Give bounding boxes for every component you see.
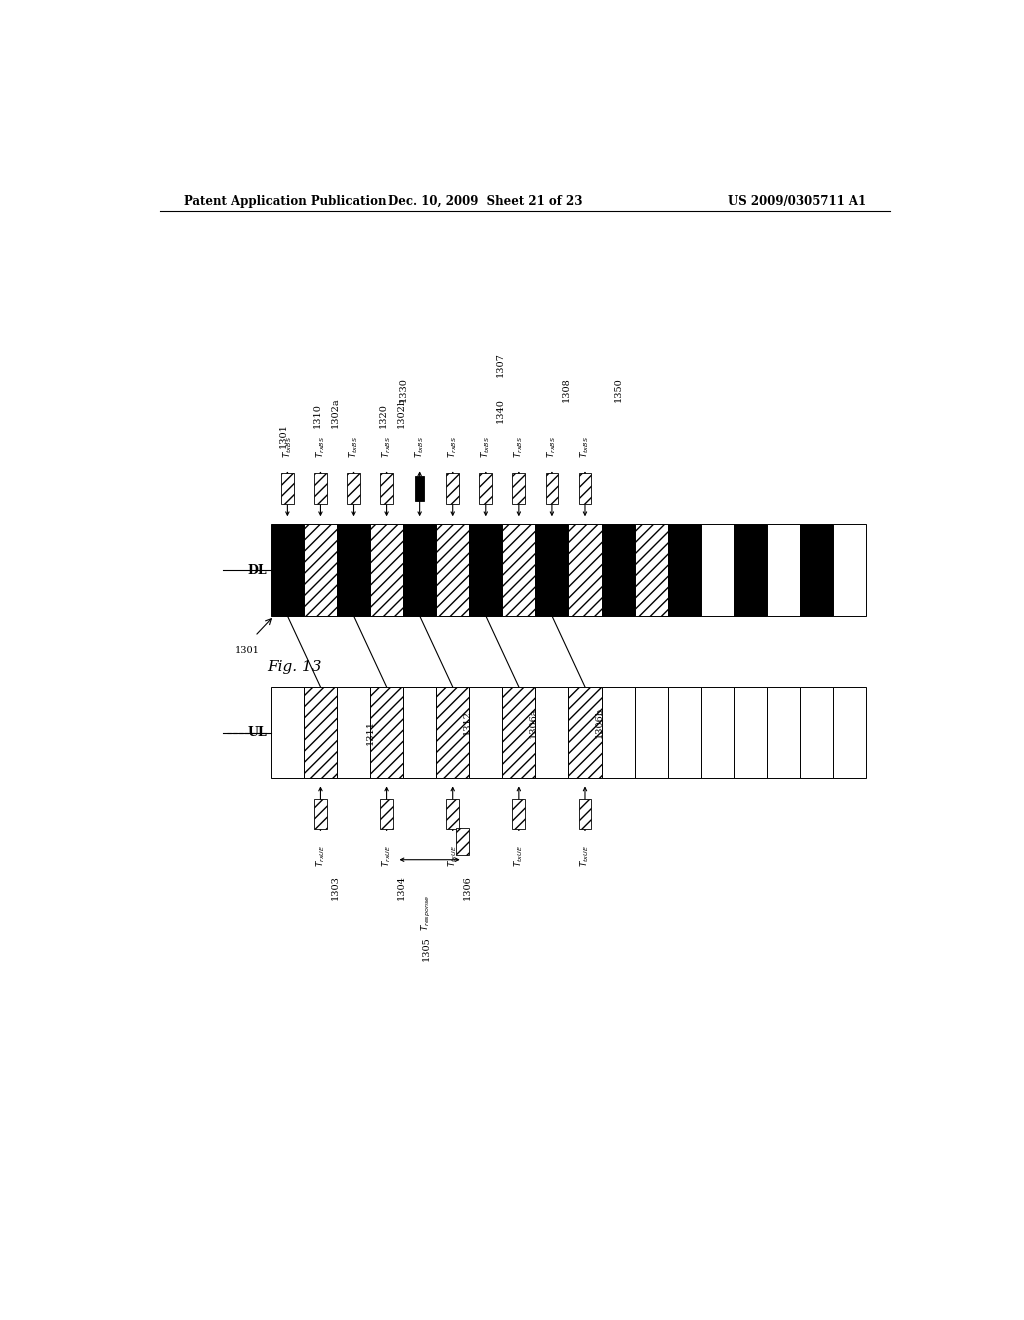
Bar (436, 686, 469, 779)
Text: 1303: 1303 (331, 875, 339, 900)
Text: $T_{txUE}$: $T_{txUE}$ (513, 845, 525, 867)
Bar (734, 524, 767, 616)
Text: $T_{txBS}$: $T_{txBS}$ (579, 437, 591, 458)
Text: 1302b: 1302b (396, 396, 406, 428)
Bar (734, 686, 767, 779)
Bar (700, 686, 734, 779)
Bar (469, 686, 503, 779)
Text: 1304: 1304 (396, 875, 406, 900)
Text: $T_{response}$: $T_{response}$ (420, 895, 433, 932)
Bar (314, 799, 327, 829)
Bar (281, 474, 294, 504)
Bar (700, 524, 734, 616)
Bar (601, 686, 635, 779)
Text: $T_{rxUE}$: $T_{rxUE}$ (380, 845, 393, 867)
Bar (446, 799, 459, 829)
Bar (767, 524, 800, 616)
Text: 1305: 1305 (422, 936, 431, 961)
Bar (536, 686, 568, 779)
Bar (579, 474, 591, 504)
Text: 1312: 1312 (463, 710, 472, 735)
Bar (668, 524, 700, 616)
Text: $T_{rxBS}$: $T_{rxBS}$ (513, 436, 525, 458)
Bar (436, 524, 469, 616)
Bar (457, 828, 469, 854)
Text: $T_{rxUE}$: $T_{rxUE}$ (314, 845, 327, 867)
Text: $T_{txUE}$: $T_{txUE}$ (579, 845, 591, 867)
Text: Patent Application Publication: Patent Application Publication (183, 195, 386, 209)
Bar (270, 524, 304, 616)
Bar (668, 686, 700, 779)
Text: $T_{txBS}$: $T_{txBS}$ (414, 437, 426, 458)
Bar (347, 474, 359, 504)
Text: 1320: 1320 (379, 403, 388, 428)
Text: $T_{rxBS}$: $T_{rxBS}$ (546, 436, 558, 458)
Bar (568, 686, 601, 779)
Bar (403, 524, 436, 616)
Text: UL: UL (247, 726, 267, 739)
Bar (635, 686, 668, 779)
Bar (304, 524, 337, 616)
Text: 1330: 1330 (398, 378, 408, 403)
Text: 1306b: 1306b (595, 708, 604, 738)
Bar (270, 686, 304, 779)
Text: 1308: 1308 (562, 378, 570, 403)
Text: $T_{txBS}$: $T_{txBS}$ (347, 437, 359, 458)
Text: $T_{txUE}$: $T_{txUE}$ (446, 845, 459, 867)
Bar (536, 524, 568, 616)
Bar (568, 524, 601, 616)
Text: US 2009/0305711 A1: US 2009/0305711 A1 (728, 195, 866, 209)
Bar (403, 686, 436, 779)
Text: Dec. 10, 2009  Sheet 21 of 23: Dec. 10, 2009 Sheet 21 of 23 (388, 195, 583, 209)
Text: 1302a: 1302a (331, 397, 339, 428)
Bar (833, 524, 866, 616)
Bar (370, 524, 403, 616)
Bar (415, 477, 424, 502)
Bar (546, 474, 558, 504)
Bar (800, 524, 833, 616)
Text: 1310: 1310 (312, 403, 322, 428)
Bar (512, 474, 525, 504)
Bar (512, 799, 525, 829)
Bar (479, 474, 493, 504)
Text: Fig. 13: Fig. 13 (267, 660, 322, 673)
Text: 1307: 1307 (496, 352, 505, 378)
Bar (503, 686, 536, 779)
Bar (503, 524, 536, 616)
Bar (304, 686, 337, 779)
Bar (370, 686, 403, 779)
Bar (337, 524, 370, 616)
Text: 1340: 1340 (496, 397, 505, 422)
Text: $T_{txBS}$: $T_{txBS}$ (479, 437, 492, 458)
Bar (601, 524, 635, 616)
Bar (446, 474, 459, 504)
Text: 1306: 1306 (463, 875, 472, 900)
Text: $T_{rxBS}$: $T_{rxBS}$ (314, 436, 327, 458)
Text: 1306a: 1306a (528, 708, 538, 738)
Text: DL: DL (247, 564, 267, 577)
Text: $T_{txBS}$: $T_{txBS}$ (282, 437, 294, 458)
Bar (337, 686, 370, 779)
Bar (314, 474, 327, 504)
Text: $T_{rxBS}$: $T_{rxBS}$ (380, 436, 393, 458)
Bar (380, 474, 393, 504)
Text: 1301: 1301 (234, 647, 259, 655)
Bar (635, 524, 668, 616)
Text: 1311: 1311 (366, 721, 375, 746)
Bar (380, 799, 393, 829)
Bar (579, 799, 591, 829)
Text: 1350: 1350 (613, 378, 623, 403)
Bar (469, 524, 503, 616)
Text: 1301: 1301 (279, 424, 288, 447)
Bar (767, 686, 800, 779)
Text: $T_{rxBS}$: $T_{rxBS}$ (446, 436, 459, 458)
Bar (800, 686, 833, 779)
Bar (833, 686, 866, 779)
